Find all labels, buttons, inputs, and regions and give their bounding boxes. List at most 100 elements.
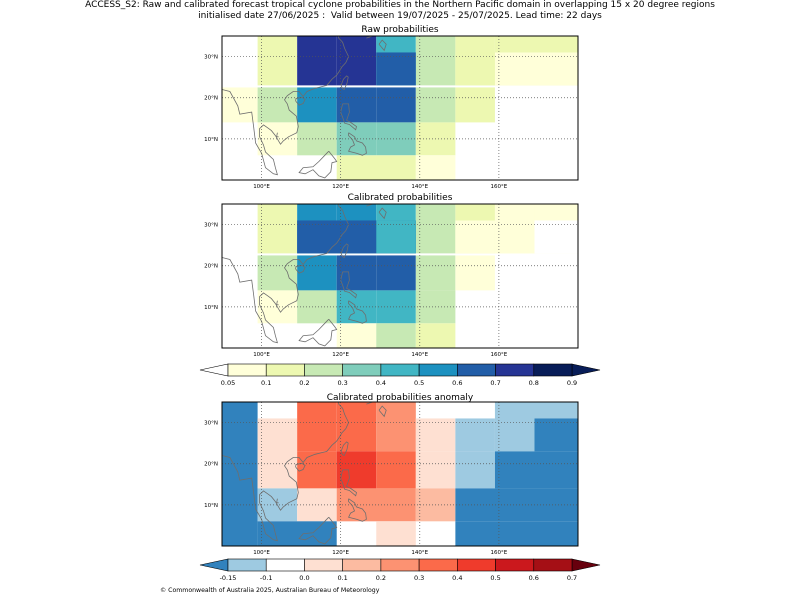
- heatmap-cell: [415, 451, 456, 489]
- colorbar-segment: [342, 363, 382, 377]
- heatmap-cell: [376, 220, 416, 254]
- heatmap-cell: [257, 204, 298, 254]
- x-tick-label: 100°E: [253, 550, 270, 556]
- coastline: [378, 207, 387, 220]
- figure-title-line-1: ACCESS_S2: Raw and calibrated forecast t…: [85, 0, 715, 10]
- colorbar-segment: [457, 363, 496, 377]
- y-tick-label: 10°N: [204, 305, 218, 311]
- colorbar-segment: [380, 363, 420, 377]
- heatmap-cell: [376, 52, 416, 86]
- colorbar-tick-label: 0.9: [567, 379, 577, 387]
- heatmap-cell: [415, 418, 456, 452]
- heatmap-cell: [222, 402, 258, 546]
- heatmap-cell: [297, 87, 337, 123]
- heatmap-cell: [455, 87, 495, 123]
- coastline: [366, 402, 375, 405]
- coastline: [366, 36, 375, 39]
- colorbar-segment: [227, 363, 267, 377]
- heatmap-cell: [257, 521, 337, 546]
- panel-anomaly: Calibrated probabilities anomaly 100°E 120…: [204, 393, 579, 556]
- coastline: [340, 75, 349, 91]
- y-tick-label: 10°N: [204, 137, 218, 143]
- heatmap-cell: [415, 323, 456, 348]
- panel-frame: [221, 203, 579, 349]
- panel-plot-area-calibrated: [222, 204, 578, 348]
- y-tick-label: 30°N: [204, 55, 218, 61]
- colorbar-tick-label: 0.7: [490, 379, 500, 387]
- colorbar-tick-label: 0.5: [414, 379, 424, 387]
- coastline: [295, 264, 306, 274]
- x-tick-label: 160°E: [491, 550, 508, 556]
- heatmap-cell: [494, 52, 578, 86]
- heatmap-cell: [297, 451, 337, 489]
- heatmap-cell: [534, 418, 578, 452]
- coastline: [340, 469, 357, 497]
- panel-title-anomaly: Calibrated probabilities anomaly: [327, 393, 474, 403]
- heatmap-cell: [257, 36, 298, 86]
- heatmap-cell: [376, 402, 416, 452]
- heatmap-cell: [534, 402, 578, 419]
- colorbar-tick-label: 0.4: [376, 379, 386, 387]
- y-tick-label: 30°N: [204, 421, 218, 427]
- coastline: [348, 300, 367, 324]
- heatmap-cell: [494, 220, 535, 254]
- heatmap-cell: [336, 87, 377, 123]
- x-tick-label: 160°E: [491, 352, 508, 358]
- heatmap-cell: [534, 220, 578, 254]
- colorbar-segment: [457, 558, 496, 572]
- heatmap-cell: [455, 521, 578, 546]
- colorbar-segment: [533, 363, 573, 377]
- heatmap-cell: [297, 255, 337, 291]
- heatmap-cell: [455, 451, 495, 489]
- coastline: [222, 204, 350, 344]
- heatmap-cell: [336, 402, 377, 452]
- y-tick-label: 20°N: [204, 96, 218, 102]
- colorbar-tick-label: 0.3: [337, 379, 347, 387]
- colorbar-segment: [265, 363, 305, 377]
- colorbar-segment: [227, 558, 267, 572]
- panel-calibrated: Calibrated probabilities 100°E 120°E 140°E 1…: [204, 193, 579, 358]
- figure-title-line-2: initialised date 27/06/2025 : Valid betw…: [198, 10, 602, 21]
- colorbar-probabilities: 0.05 0.1 0.2 0.3 0.4 0.5 0.6 0.7 0.8 0.9: [199, 363, 601, 387]
- heatmap-cell: [494, 451, 578, 489]
- coastline: [298, 318, 338, 347]
- coastline: [348, 498, 367, 522]
- x-tick-label: 140°E: [411, 352, 428, 358]
- x-tick-label: 160°E: [491, 184, 508, 190]
- colorbar-tick-label: 0.8: [529, 379, 539, 387]
- panel-frame: [221, 35, 579, 181]
- heatmap-cell: [297, 36, 337, 86]
- heatmap-cell: [455, 220, 495, 254]
- colorbar-tick-label: -0.1: [260, 574, 273, 582]
- colorbar-tick-label: 0.2: [376, 574, 386, 582]
- colorbar-tick-label: 0.5: [490, 574, 500, 582]
- heatmap-cell: [376, 255, 416, 291]
- x-tick-label: 100°E: [253, 352, 270, 358]
- heatmap-cell: [376, 451, 416, 489]
- panel-plot-area-raw: [222, 36, 578, 180]
- colorbar-tick-label: 0.3: [414, 574, 424, 582]
- heatmap-cell: [376, 521, 416, 546]
- heatmap-cell: [297, 402, 337, 452]
- colorbar-tick-label: 0.2: [299, 379, 309, 387]
- coastline: [276, 132, 279, 138]
- colorbar-segment: [265, 558, 305, 572]
- colorbar-tick-label: -0.15: [220, 574, 237, 582]
- heatmap-cell: [455, 418, 495, 452]
- heatmap-cell: [415, 204, 456, 254]
- colorbar-segment: [418, 558, 458, 572]
- colorbar-segment: [418, 363, 458, 377]
- x-tick-label: 120°E: [332, 184, 349, 190]
- coastline: [378, 39, 387, 52]
- colorbar-segment: [380, 558, 420, 572]
- coastline: [340, 271, 357, 299]
- heatmap-cell: [336, 36, 377, 86]
- colorbar-tick-label: 0.0: [299, 574, 309, 582]
- colorbar-tick-label: 0.7: [567, 574, 577, 582]
- heatmap-cell: [336, 323, 377, 348]
- colorbar-tick-label: 0.05: [221, 379, 235, 387]
- heatmap-cell: [455, 52, 495, 86]
- coastline: [222, 36, 350, 176]
- coastline: [295, 462, 306, 472]
